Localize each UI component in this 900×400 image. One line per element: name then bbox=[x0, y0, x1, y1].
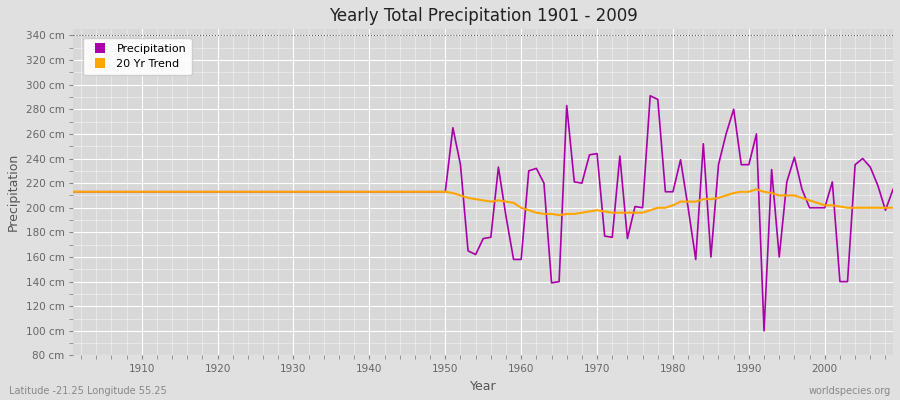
Title: Yearly Total Precipitation 1901 - 2009: Yearly Total Precipitation 1901 - 2009 bbox=[328, 7, 637, 25]
Text: Latitude -21.25 Longitude 55.25: Latitude -21.25 Longitude 55.25 bbox=[9, 386, 166, 396]
X-axis label: Year: Year bbox=[470, 380, 497, 393]
Legend: Precipitation, 20 Yr Trend: Precipitation, 20 Yr Trend bbox=[83, 38, 192, 75]
Y-axis label: Precipitation: Precipitation bbox=[7, 153, 20, 232]
Text: worldspecies.org: worldspecies.org bbox=[809, 386, 891, 396]
